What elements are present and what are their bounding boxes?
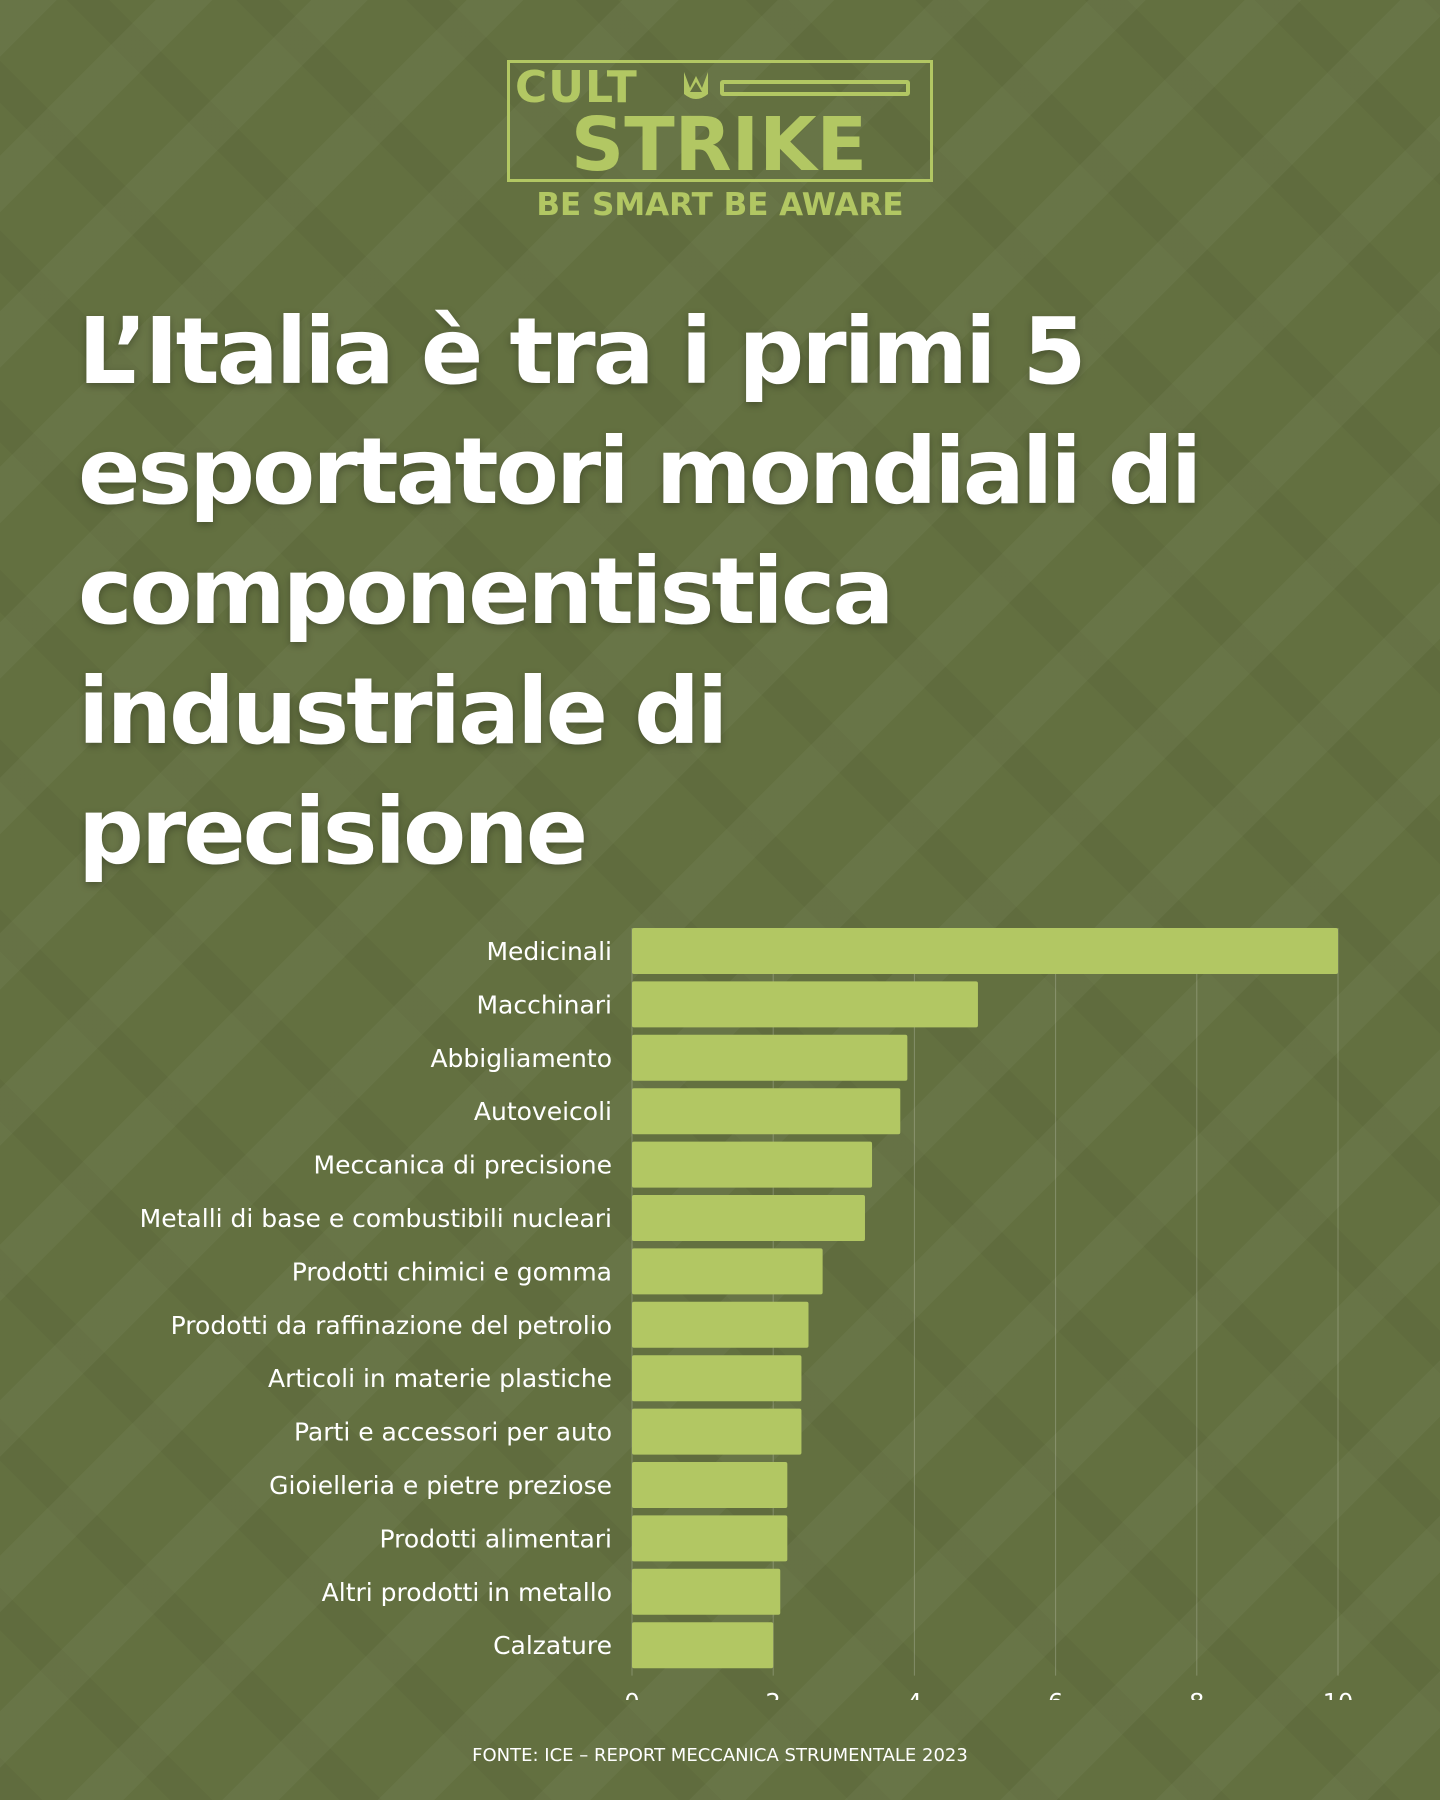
bar	[632, 1408, 802, 1455]
bar-chart: Medicinali Macchinari Abbigliamento Autovei…	[140, 928, 1353, 1700]
chart-x-tick-labels: 0 2 4 6 8 10	[624, 1689, 1353, 1700]
bar	[632, 1248, 823, 1295]
chart-category-labels: Medicinali Macchinari Abbigliamento Autovei…	[140, 937, 612, 1660]
logo-bar	[720, 80, 910, 96]
bar	[632, 1568, 781, 1615]
category-label: Meccanica di precisione	[314, 1151, 613, 1180]
logo-fist-icon	[684, 72, 708, 99]
category-label: Altri prodotti in metallo	[322, 1578, 612, 1607]
bar	[632, 1141, 873, 1188]
category-label: Articoli in materie plastiche	[268, 1364, 612, 1393]
logo-word-strike: STRIKE	[570, 102, 868, 188]
category-label: Abbigliamento	[430, 1044, 612, 1073]
x-tick-label: 0	[624, 1689, 639, 1700]
x-tick-label: 4	[907, 1689, 922, 1700]
page-title: L’Italia è tra i primi 5 esportatori mon…	[78, 298, 1202, 885]
category-label: Parti e accessori per auto	[294, 1418, 612, 1447]
category-label: Prodotti alimentari	[380, 1524, 612, 1553]
x-tick-label: 6	[1048, 1689, 1063, 1700]
category-label: Prodotti chimici e gomma	[292, 1257, 612, 1286]
category-label: Medicinali	[486, 937, 612, 966]
logo-tagline: BE SMART BE AWARE	[536, 187, 904, 223]
category-label: Prodotti da raffinazione del petrolio	[171, 1311, 612, 1340]
bar	[632, 981, 978, 1028]
bar	[632, 1462, 788, 1508]
x-tick-label: 10	[1323, 1689, 1354, 1700]
logo-word-cult: CULT	[515, 62, 638, 113]
category-label: Autoveicoli	[474, 1097, 612, 1126]
bar	[632, 928, 1338, 974]
bar	[632, 1088, 901, 1135]
category-label: Gioielleria e pietre preziose	[269, 1471, 612, 1500]
bar	[632, 1195, 865, 1241]
source-note: FONTE: ICE – REPORT MECCANICA STRUMENTAL…	[472, 1745, 968, 1766]
category-label: Macchinari	[476, 990, 612, 1019]
category-label: Metalli di base e combustibili nucleari	[140, 1204, 612, 1233]
bar	[632, 1301, 809, 1348]
bar	[632, 1034, 908, 1081]
category-label: Calzature	[493, 1631, 612, 1660]
bar	[632, 1355, 802, 1402]
chart-bars	[632, 928, 1338, 1669]
bar	[632, 1622, 774, 1669]
logo-frame	[507, 60, 933, 182]
cult-strike-logo: CULT STRIKE BE SMART BE AWARE	[505, 58, 935, 228]
x-tick-label: 8	[1189, 1689, 1204, 1700]
x-tick-label: 2	[766, 1689, 781, 1700]
bar	[632, 1515, 788, 1562]
